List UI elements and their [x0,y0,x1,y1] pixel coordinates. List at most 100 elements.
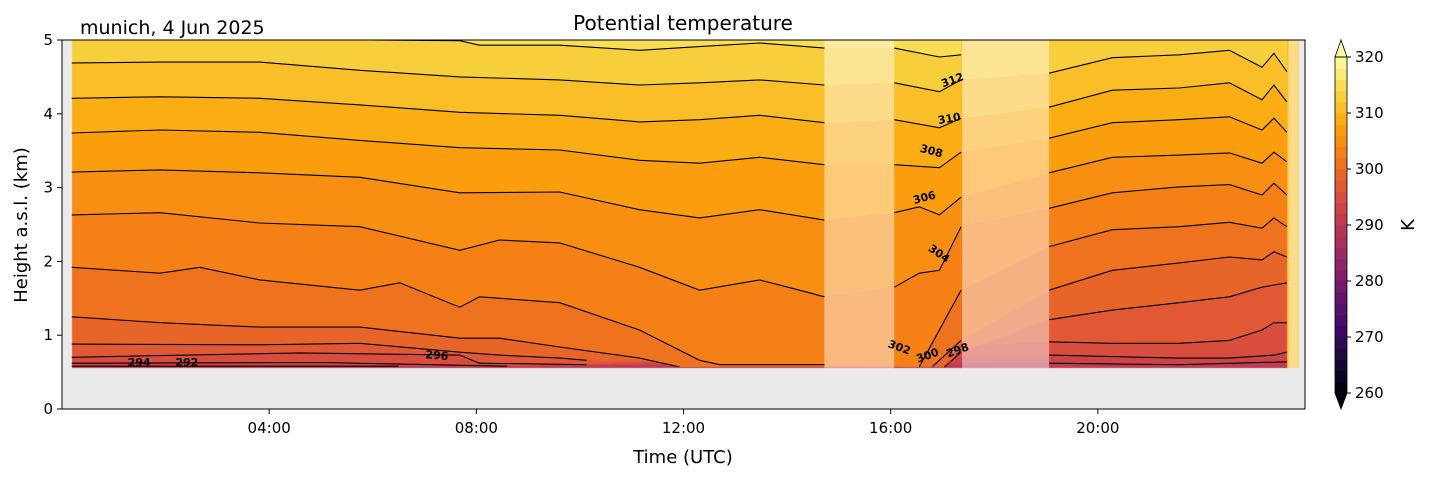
contour-line-298 [71,342,587,361]
colorbar-bin-280 [1335,269,1347,282]
colorbar-tick-label: 260 [1355,384,1384,402]
masked-period-0 [824,40,895,369]
x-axis: 04:00 08:00 12:00 16:00 20:00 [248,409,1119,437]
colorbar-bin-288 [1335,225,1347,237]
colorbar-tick-label: 270 [1355,328,1384,346]
contour-label: 304 [926,242,953,266]
colorbar-label: K [1398,218,1419,231]
contour-line-294 [1049,351,1288,359]
colorbar-bin-312 [1335,90,1347,103]
potential-temperature-field [62,40,1305,409]
colorbar-bin-284 [1335,247,1347,260]
colorbar-bin-298 [1335,169,1347,181]
contour-line-302 [71,266,825,366]
contour-line-298 [944,351,962,368]
colorbar-bin-260 [1335,381,1347,394]
x-tick-label: 04:00 [248,419,291,437]
contour-line-312 [71,61,825,86]
contour-line-314 [370,39,825,51]
contour-line-306 [894,196,962,216]
colorbar-bin-274 [1335,303,1347,316]
colorbar-bin-304 [1335,135,1347,148]
y-tick-label: 5 [43,31,53,49]
y-tick-label: 4 [43,105,53,123]
contour-line-312 [1048,49,1288,74]
contour-line-310 [894,117,962,129]
colorbar-bin-296 [1335,180,1347,192]
x-axis-label: Time (UTC) [632,447,733,468]
contour-line-312 [894,79,962,93]
x-tick-label: 16:00 [869,419,912,437]
colorbar-bin-290 [1335,213,1347,226]
contour-line-298 [1049,282,1287,321]
colorbar-bin-308 [1335,113,1347,125]
contour-line-302 [918,289,962,368]
contour-line-306 [71,169,825,221]
contour-line-310 [71,96,825,124]
colorbar-tick-label: 300 [1355,160,1384,178]
colorbar-bin-278 [1335,281,1347,293]
colorbar-bin-300 [1335,157,1347,170]
colorbar-bin-316 [1335,68,1347,80]
colorbar-bin-282 [1335,258,1347,271]
colorbar-bin-310 [1335,101,1347,114]
y-tick-label: 2 [43,252,53,270]
contour-label: 306 [912,188,938,207]
contour-line-304 [1048,182,1288,209]
contour-label: 292 [175,356,198,369]
contour-line-300 [71,316,680,368]
colorbar-tick-label: 310 [1355,104,1384,122]
contour-line-294 [71,361,508,367]
contour-line-314 [894,47,962,58]
colorbar-bin-286 [1335,236,1347,248]
contour-line-296 [1049,322,1287,344]
x-tick-label: 08:00 [455,419,498,437]
colorbar-tick-label: 320 [1355,48,1384,66]
contour-label: 312 [939,70,965,90]
colorbar-bin-302 [1335,146,1347,159]
colorbar-bin-314 [1335,79,1347,92]
masked-periods [824,40,1299,369]
colorbar-bin-276 [1335,292,1347,304]
colorbar-extend-min [1334,392,1348,411]
contour-line-308 [1048,116,1288,139]
chart-title: Potential temperature [573,11,793,35]
colorbar: 260 270 280 290 300 310 320 [1334,38,1384,411]
colorbar-bin-262 [1335,370,1347,383]
colorbar-bin-306 [1335,124,1347,136]
colorbar-bin-266 [1335,348,1347,360]
contour-line-300 [931,339,962,368]
contour-line-296 [71,352,587,366]
colorbar-bin-264 [1335,359,1347,372]
location-date-annotation: munich, 4 Jun 2025 [80,17,265,39]
contour-line-308 [894,151,962,169]
x-tick-label: 12:00 [662,419,705,437]
contour-line-304 [894,226,962,288]
contour-label: 308 [919,142,945,161]
colorbar-bin-318 [1335,57,1347,69]
y-tick-label: 1 [43,326,53,344]
contour-label: 294 [128,356,151,369]
contour-line-304 [71,212,825,298]
contour-label: 296 [425,348,449,363]
colorbar-extend-max [1334,38,1348,58]
y-axis: 0 1 2 3 4 5 [43,31,62,418]
y-tick-label: 0 [43,400,53,418]
colorbar-bin-272 [1335,314,1347,327]
x-tick-label: 20:00 [1076,419,1119,437]
contour-line-308 [71,129,825,166]
masked-period-2 [1288,40,1299,369]
contour-line-292 [1049,361,1287,366]
colorbar-tick-label: 280 [1355,272,1384,290]
colorbar-bin-294 [1335,191,1347,204]
contour-lines [71,39,1288,368]
colorbar-bin-268 [1335,337,1347,349]
y-axis-label: Height a.s.l. (km) [11,147,32,303]
contour-line-300 [1048,251,1288,291]
masked-period-1 [962,40,1050,369]
colorbar-bin-270 [1335,325,1347,338]
contour-label: 310 [937,110,962,127]
contour-line-310 [1048,82,1288,108]
